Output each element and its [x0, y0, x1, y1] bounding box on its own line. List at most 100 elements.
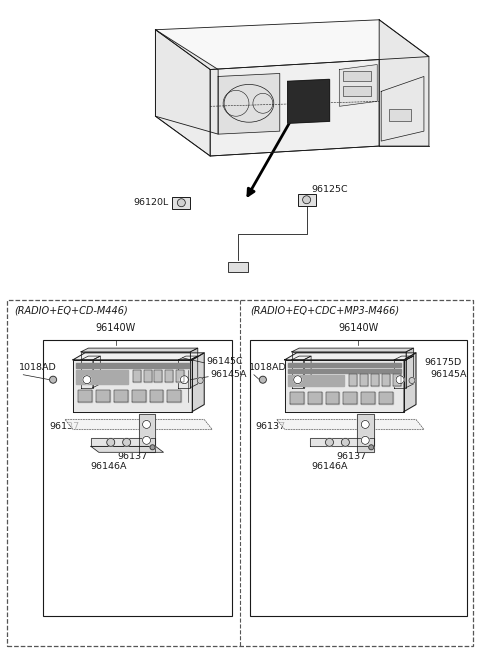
Polygon shape	[394, 359, 406, 388]
Circle shape	[302, 195, 311, 204]
Polygon shape	[285, 359, 404, 411]
Circle shape	[294, 376, 301, 384]
Circle shape	[143, 436, 151, 444]
Polygon shape	[190, 348, 198, 359]
Polygon shape	[91, 438, 156, 446]
Polygon shape	[382, 374, 390, 386]
Polygon shape	[114, 390, 128, 401]
Text: 96146A: 96146A	[91, 462, 127, 471]
Bar	[172, 197, 190, 209]
Polygon shape	[179, 356, 198, 359]
Polygon shape	[379, 392, 393, 403]
Polygon shape	[290, 392, 304, 403]
Text: 96120L: 96120L	[133, 198, 168, 207]
Circle shape	[107, 438, 115, 446]
Circle shape	[409, 377, 415, 384]
Circle shape	[361, 436, 369, 444]
Polygon shape	[73, 353, 204, 359]
Polygon shape	[91, 446, 164, 452]
Polygon shape	[292, 348, 413, 352]
Polygon shape	[292, 359, 304, 388]
Polygon shape	[218, 73, 280, 134]
Text: 1018AD: 1018AD	[19, 363, 57, 372]
Circle shape	[361, 420, 369, 428]
Polygon shape	[78, 390, 92, 401]
Bar	[298, 194, 315, 206]
Polygon shape	[381, 77, 424, 141]
Circle shape	[83, 376, 91, 384]
Polygon shape	[179, 359, 190, 388]
Polygon shape	[192, 353, 204, 411]
Polygon shape	[144, 370, 152, 382]
Polygon shape	[371, 374, 379, 386]
Text: (RADIO+EQ+CDC+MP3-M466): (RADIO+EQ+CDC+MP3-M466)	[250, 305, 399, 315]
Polygon shape	[406, 356, 413, 388]
Text: 96146A: 96146A	[311, 462, 348, 471]
Polygon shape	[304, 356, 311, 388]
Polygon shape	[81, 359, 93, 388]
Polygon shape	[404, 353, 416, 411]
Polygon shape	[308, 392, 322, 403]
Polygon shape	[176, 370, 184, 382]
Polygon shape	[166, 370, 173, 382]
Bar	[250, 340, 467, 617]
Polygon shape	[132, 370, 141, 382]
Polygon shape	[81, 348, 198, 352]
Circle shape	[123, 438, 131, 446]
Polygon shape	[96, 390, 110, 401]
Text: 96137: 96137	[255, 422, 285, 431]
Text: 96137: 96137	[336, 452, 367, 461]
Circle shape	[143, 420, 151, 428]
Circle shape	[180, 376, 188, 384]
Polygon shape	[288, 363, 401, 367]
Polygon shape	[339, 64, 377, 106]
Text: 96145A: 96145A	[210, 370, 247, 379]
Bar	[343, 72, 371, 81]
Polygon shape	[285, 353, 416, 359]
Bar	[228, 262, 248, 272]
Polygon shape	[156, 30, 218, 134]
Polygon shape	[150, 390, 164, 401]
Polygon shape	[325, 392, 339, 403]
Polygon shape	[292, 356, 311, 359]
Polygon shape	[393, 374, 401, 386]
Polygon shape	[210, 60, 379, 156]
Polygon shape	[139, 415, 156, 452]
Text: 1018AD: 1018AD	[249, 363, 287, 372]
Text: 96140W: 96140W	[96, 323, 136, 333]
Polygon shape	[168, 390, 181, 401]
Polygon shape	[288, 369, 401, 373]
Circle shape	[178, 199, 185, 207]
Polygon shape	[155, 370, 162, 382]
Polygon shape	[65, 419, 212, 430]
Text: 96137: 96137	[118, 452, 148, 461]
Polygon shape	[310, 438, 374, 446]
Polygon shape	[132, 390, 145, 401]
Polygon shape	[76, 363, 189, 368]
Polygon shape	[349, 374, 357, 386]
Circle shape	[150, 445, 155, 450]
Polygon shape	[277, 419, 424, 430]
Text: 96140W: 96140W	[338, 323, 378, 333]
Polygon shape	[288, 79, 329, 123]
Polygon shape	[81, 356, 100, 359]
Polygon shape	[288, 375, 344, 386]
Polygon shape	[156, 30, 210, 156]
Circle shape	[49, 377, 57, 383]
Text: (RADIO+EQ+CD-M446): (RADIO+EQ+CD-M446)	[14, 305, 128, 315]
Polygon shape	[343, 392, 357, 403]
Circle shape	[325, 438, 334, 446]
Polygon shape	[292, 352, 406, 359]
Text: 96145A: 96145A	[430, 370, 467, 379]
Polygon shape	[360, 374, 368, 386]
Bar	[343, 87, 371, 96]
Circle shape	[197, 377, 203, 384]
Polygon shape	[73, 359, 192, 411]
Text: 96145C: 96145C	[206, 358, 243, 366]
Polygon shape	[156, 20, 429, 70]
Circle shape	[341, 438, 349, 446]
Bar	[7, 300, 473, 646]
Bar	[389, 110, 411, 121]
Polygon shape	[406, 348, 413, 359]
Polygon shape	[190, 356, 198, 388]
